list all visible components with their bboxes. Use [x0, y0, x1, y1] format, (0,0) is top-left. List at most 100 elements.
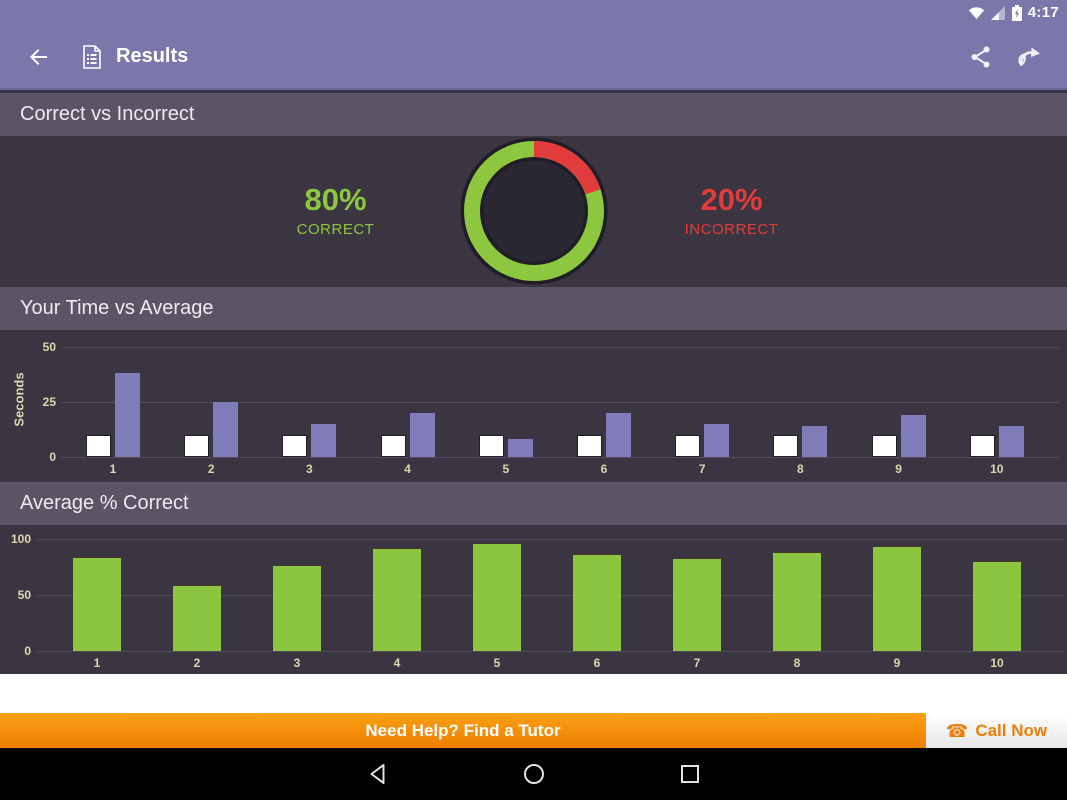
- y-axis-tick: 50: [17, 588, 31, 602]
- donut-chart: [459, 136, 609, 286]
- retake-button[interactable]: [1009, 37, 1049, 77]
- wifi-icon: [968, 6, 985, 20]
- share-button[interactable]: [961, 37, 1001, 77]
- correct-stat: 80% CORRECT: [251, 181, 421, 239]
- white-bar-9: [871, 435, 897, 457]
- white-bar-4: [380, 435, 406, 457]
- bar-group: [773, 426, 828, 457]
- bar-group: [773, 552, 821, 651]
- green-bar-4: [373, 548, 421, 651]
- nav-back-icon: [367, 763, 389, 785]
- green-bar-8: [773, 552, 821, 651]
- bar-group: [973, 561, 1021, 651]
- nav-home-icon: [523, 763, 545, 785]
- tutor-banner: Need Help? Find a Tutor ☎ Call Now: [0, 713, 1067, 748]
- status-bar: 4:17: [0, 0, 1067, 25]
- white-bar-5: [478, 435, 504, 457]
- purple-bar-7: [704, 424, 730, 457]
- correct-label: CORRECT: [296, 221, 375, 239]
- bar-group: [969, 426, 1024, 457]
- bar-group: [473, 543, 521, 651]
- bar-group: [184, 402, 239, 457]
- section-header-average-correct: Average % Correct: [0, 482, 1067, 525]
- phone-icon: ☎: [945, 720, 969, 741]
- back-arrow-icon: [26, 45, 50, 69]
- white-bar-1: [86, 435, 111, 457]
- nav-home-button[interactable]: [512, 752, 556, 796]
- back-button[interactable]: [18, 37, 58, 77]
- call-now-button[interactable]: ☎ Call Now: [926, 713, 1067, 748]
- green-bar-3: [273, 565, 321, 651]
- section-header-label: Average % Correct: [20, 492, 189, 514]
- retake-arrow-icon: [1016, 45, 1042, 69]
- y-axis-tick: 100: [10, 532, 31, 546]
- x-axis-tick: 9: [893, 656, 901, 670]
- section-header-correct-vs-incorrect: Correct vs Incorrect: [0, 93, 1067, 136]
- find-tutor-label: Need Help? Find a Tutor: [365, 720, 561, 740]
- y-axis-tick: 25: [42, 395, 56, 409]
- correct-percentage: 80%: [304, 181, 367, 217]
- x-axis-tick: 3: [306, 462, 313, 476]
- gridline: [62, 402, 1059, 403]
- green-bar-6: [573, 554, 621, 651]
- x-axis-tick: 8: [797, 462, 804, 476]
- x-axis-tick: 8: [793, 656, 801, 670]
- incorrect-stat: 20% INCORRECT: [647, 181, 817, 238]
- incorrect-percentage: 20%: [700, 181, 763, 217]
- nav-recents-button[interactable]: [668, 752, 712, 796]
- bar-group: [478, 435, 533, 457]
- bar-group: [273, 565, 321, 651]
- bar-group: [173, 585, 221, 651]
- purple-bar-1: [115, 373, 140, 457]
- share-icon: [969, 45, 993, 69]
- cell-signal-icon: [990, 5, 1006, 20]
- purple-bar-5: [507, 439, 533, 457]
- purple-bar-2: [213, 402, 239, 457]
- title-group: Results: [82, 44, 189, 69]
- section-header-label: Correct vs Incorrect: [20, 103, 195, 125]
- android-navigation-bar: [0, 748, 1067, 800]
- app-bar: Results: [0, 25, 1067, 90]
- nav-back-button[interactable]: [356, 752, 400, 796]
- bar-group: [282, 424, 337, 457]
- x-axis-tick: 2: [193, 656, 201, 670]
- bar-group: [573, 554, 621, 651]
- green-bar-10: [973, 561, 1021, 651]
- bar-group: [577, 413, 631, 457]
- status-time: 4:17: [1027, 4, 1059, 21]
- x-axis-tick: 2: [207, 462, 215, 476]
- x-axis-tick: 10: [990, 656, 1004, 670]
- green-bar-1: [73, 557, 121, 651]
- gridline: [37, 651, 1063, 652]
- green-bar-7: [673, 558, 721, 651]
- purple-bar-6: [606, 413, 631, 457]
- x-axis-tick: 1: [109, 462, 117, 476]
- bar-group: [73, 557, 121, 651]
- average-correct-chart: 0 50 100 1 2 3 4 5 6 7 8 9 10: [0, 525, 1067, 674]
- results-document-icon: [82, 44, 102, 69]
- find-tutor-button[interactable]: Need Help? Find a Tutor: [0, 713, 926, 748]
- page-title: Results: [116, 45, 189, 67]
- bar-group: [675, 424, 730, 457]
- time-vs-average-chart: Seconds 0 25 50 1 2 3 4 5 6 7 8 9 10: [0, 330, 1067, 480]
- x-axis-tick: 9: [895, 462, 902, 476]
- white-bar-10: [969, 435, 995, 457]
- gridline: [37, 595, 1063, 596]
- gridline: [62, 347, 1059, 348]
- x-axis-tick: 6: [593, 656, 601, 670]
- purple-bar-8: [802, 426, 828, 457]
- bar-group: [380, 413, 435, 457]
- y-axis-tick: 50: [42, 340, 56, 354]
- x-axis-tick: 10: [990, 462, 1004, 476]
- white-bar-7: [675, 435, 701, 457]
- call-now-label: Call Now: [975, 720, 1048, 740]
- bar-group: [873, 546, 921, 651]
- y-axis-tick: 0: [49, 450, 56, 464]
- green-bar-2: [173, 585, 221, 651]
- x-axis-tick: 6: [600, 462, 608, 476]
- section-header-time-vs-average: Your Time vs Average: [0, 287, 1067, 330]
- x-axis-tick: 7: [693, 656, 701, 670]
- x-axis-tick: 5: [493, 656, 501, 670]
- white-bar-6: [577, 435, 602, 457]
- gridline: [62, 457, 1059, 458]
